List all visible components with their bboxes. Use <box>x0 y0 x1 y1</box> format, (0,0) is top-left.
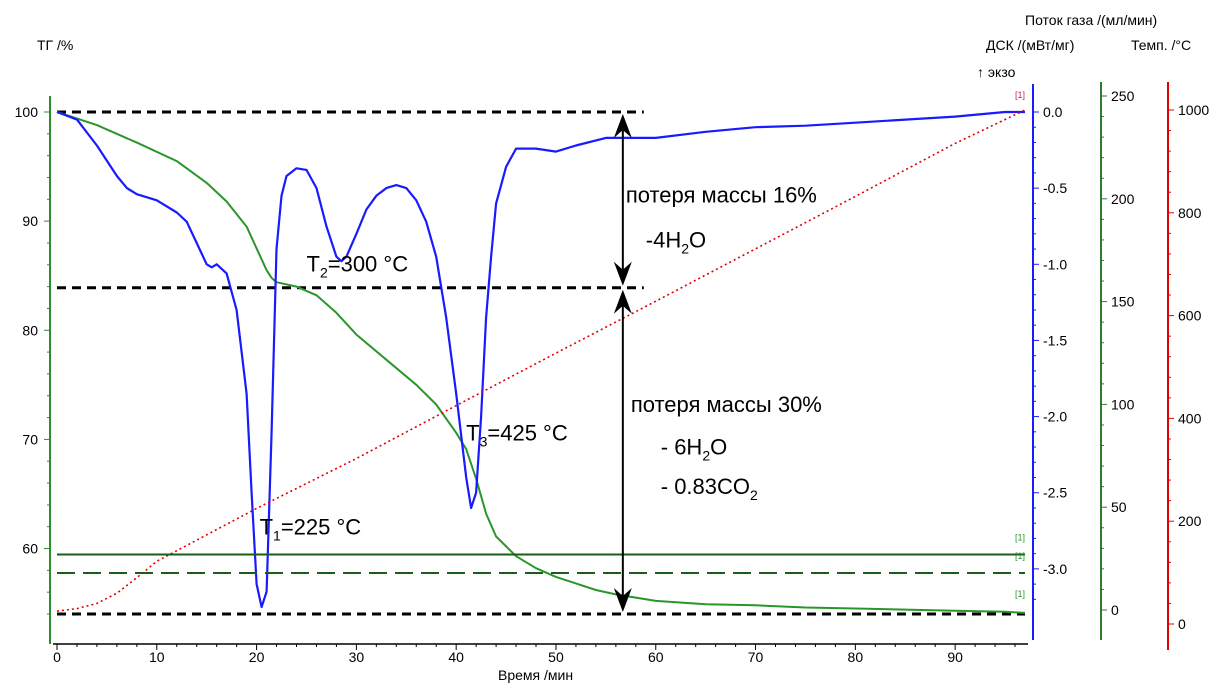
gas-tick-label: 200 <box>1111 191 1135 207</box>
gas-tick-label: 50 <box>1111 499 1127 515</box>
x-tick-label: 30 <box>349 649 365 665</box>
dsc-tick-label: -2.5 <box>1043 485 1067 501</box>
dsc-tick-label: -0.5 <box>1043 180 1067 196</box>
dsc-tick-label: -2.0 <box>1043 409 1067 425</box>
x-tick-label: 90 <box>947 649 963 665</box>
tg-tick-label: 80 <box>22 322 38 338</box>
x-tick-label: 0 <box>53 649 61 665</box>
annotation-loss1_title: потеря массы 16% <box>626 183 817 208</box>
tg-curve <box>56 111 1026 614</box>
gas-tick-label: 150 <box>1111 294 1135 310</box>
annotation-loss2_title: потеря массы 30% <box>631 392 822 417</box>
gas-axis-title: Поток газа /(мл/мин) <box>1025 12 1158 28</box>
annotation-loss2_formula2: - 0.83CO2 <box>661 474 758 503</box>
x-axis-title: Время /мин <box>498 667 574 683</box>
arrow-head-down <box>613 588 632 612</box>
temp-tick-label: 0 <box>1178 616 1186 632</box>
temp-axis-title: Темп. /°C <box>1131 37 1192 53</box>
gas-tick-label: 250 <box>1111 88 1135 104</box>
tg-tick-label: 100 <box>15 104 39 120</box>
gas-tick-label: 0 <box>1111 602 1119 618</box>
x-tick-label: 40 <box>448 649 464 665</box>
reference-lines <box>57 110 1025 616</box>
arrow-head-down <box>613 261 632 286</box>
curve-marker-label: [1] <box>1015 532 1025 542</box>
annotation-t3: T3=425 °C <box>466 420 568 449</box>
annotation-loss2_formula1: - 6H2O <box>661 435 727 464</box>
tg-axis-title: ТГ /% <box>37 37 74 53</box>
mass-loss-arrows <box>613 114 632 612</box>
gas-tick-label: 100 <box>1111 396 1135 412</box>
arrow-head-up <box>613 114 632 138</box>
x-tick-label: 50 <box>548 649 564 665</box>
tg-tick-label: 70 <box>22 431 38 447</box>
x-tick-label: 20 <box>249 649 265 665</box>
dsc-axis-title: ДСК /(мВт/мг) <box>986 37 1075 53</box>
temp-tick-label: 1000 <box>1178 102 1209 118</box>
tg-tick-label: 60 <box>22 541 38 557</box>
annotation-t1: T1=225 °C <box>260 514 362 543</box>
x-tick-label: 60 <box>648 649 664 665</box>
dsc-tick-label: -1.0 <box>1043 256 1067 272</box>
curve-marker-label: [1] <box>1015 551 1025 561</box>
annotation-loss1_formula: -4H2O <box>646 227 706 256</box>
dsc-tick-label: 0.0 <box>1043 104 1063 120</box>
temp-tick-label: 400 <box>1178 410 1202 426</box>
axes: 0 10 20 30 40 50 60 70 80 90 60 70 80 90 100 0.0 -0.5 -1.… <box>15 82 1209 665</box>
tg-tick-label: 90 <box>22 213 38 229</box>
temp-tick-label: 800 <box>1178 205 1202 221</box>
x-tick-label: 10 <box>149 649 165 665</box>
temp-curve <box>56 109 1026 612</box>
exo-indicator: ↑ экзо <box>977 64 1016 80</box>
annotation-t2: T2=300 °C <box>306 251 408 280</box>
x-tick-label: 80 <box>848 649 864 665</box>
arrow-head-up <box>613 289 632 314</box>
annotations: T1=225 °C T2=300 °C T3=425 °C потеря массы … <box>260 183 822 544</box>
dsc-tick-label: -3.0 <box>1043 561 1067 577</box>
curve-marker-label: [1] <box>1015 589 1025 599</box>
series: [1] [1] [1] [1] <box>56 90 1026 614</box>
x-tick-label: 70 <box>748 649 764 665</box>
curve-marker-label: [1] <box>1015 90 1025 100</box>
temp-tick-label: 600 <box>1178 308 1202 324</box>
temp-tick-label: 200 <box>1178 513 1202 529</box>
dsc-curve <box>56 110 1025 609</box>
dsc-tick-label: -1.5 <box>1043 332 1067 348</box>
